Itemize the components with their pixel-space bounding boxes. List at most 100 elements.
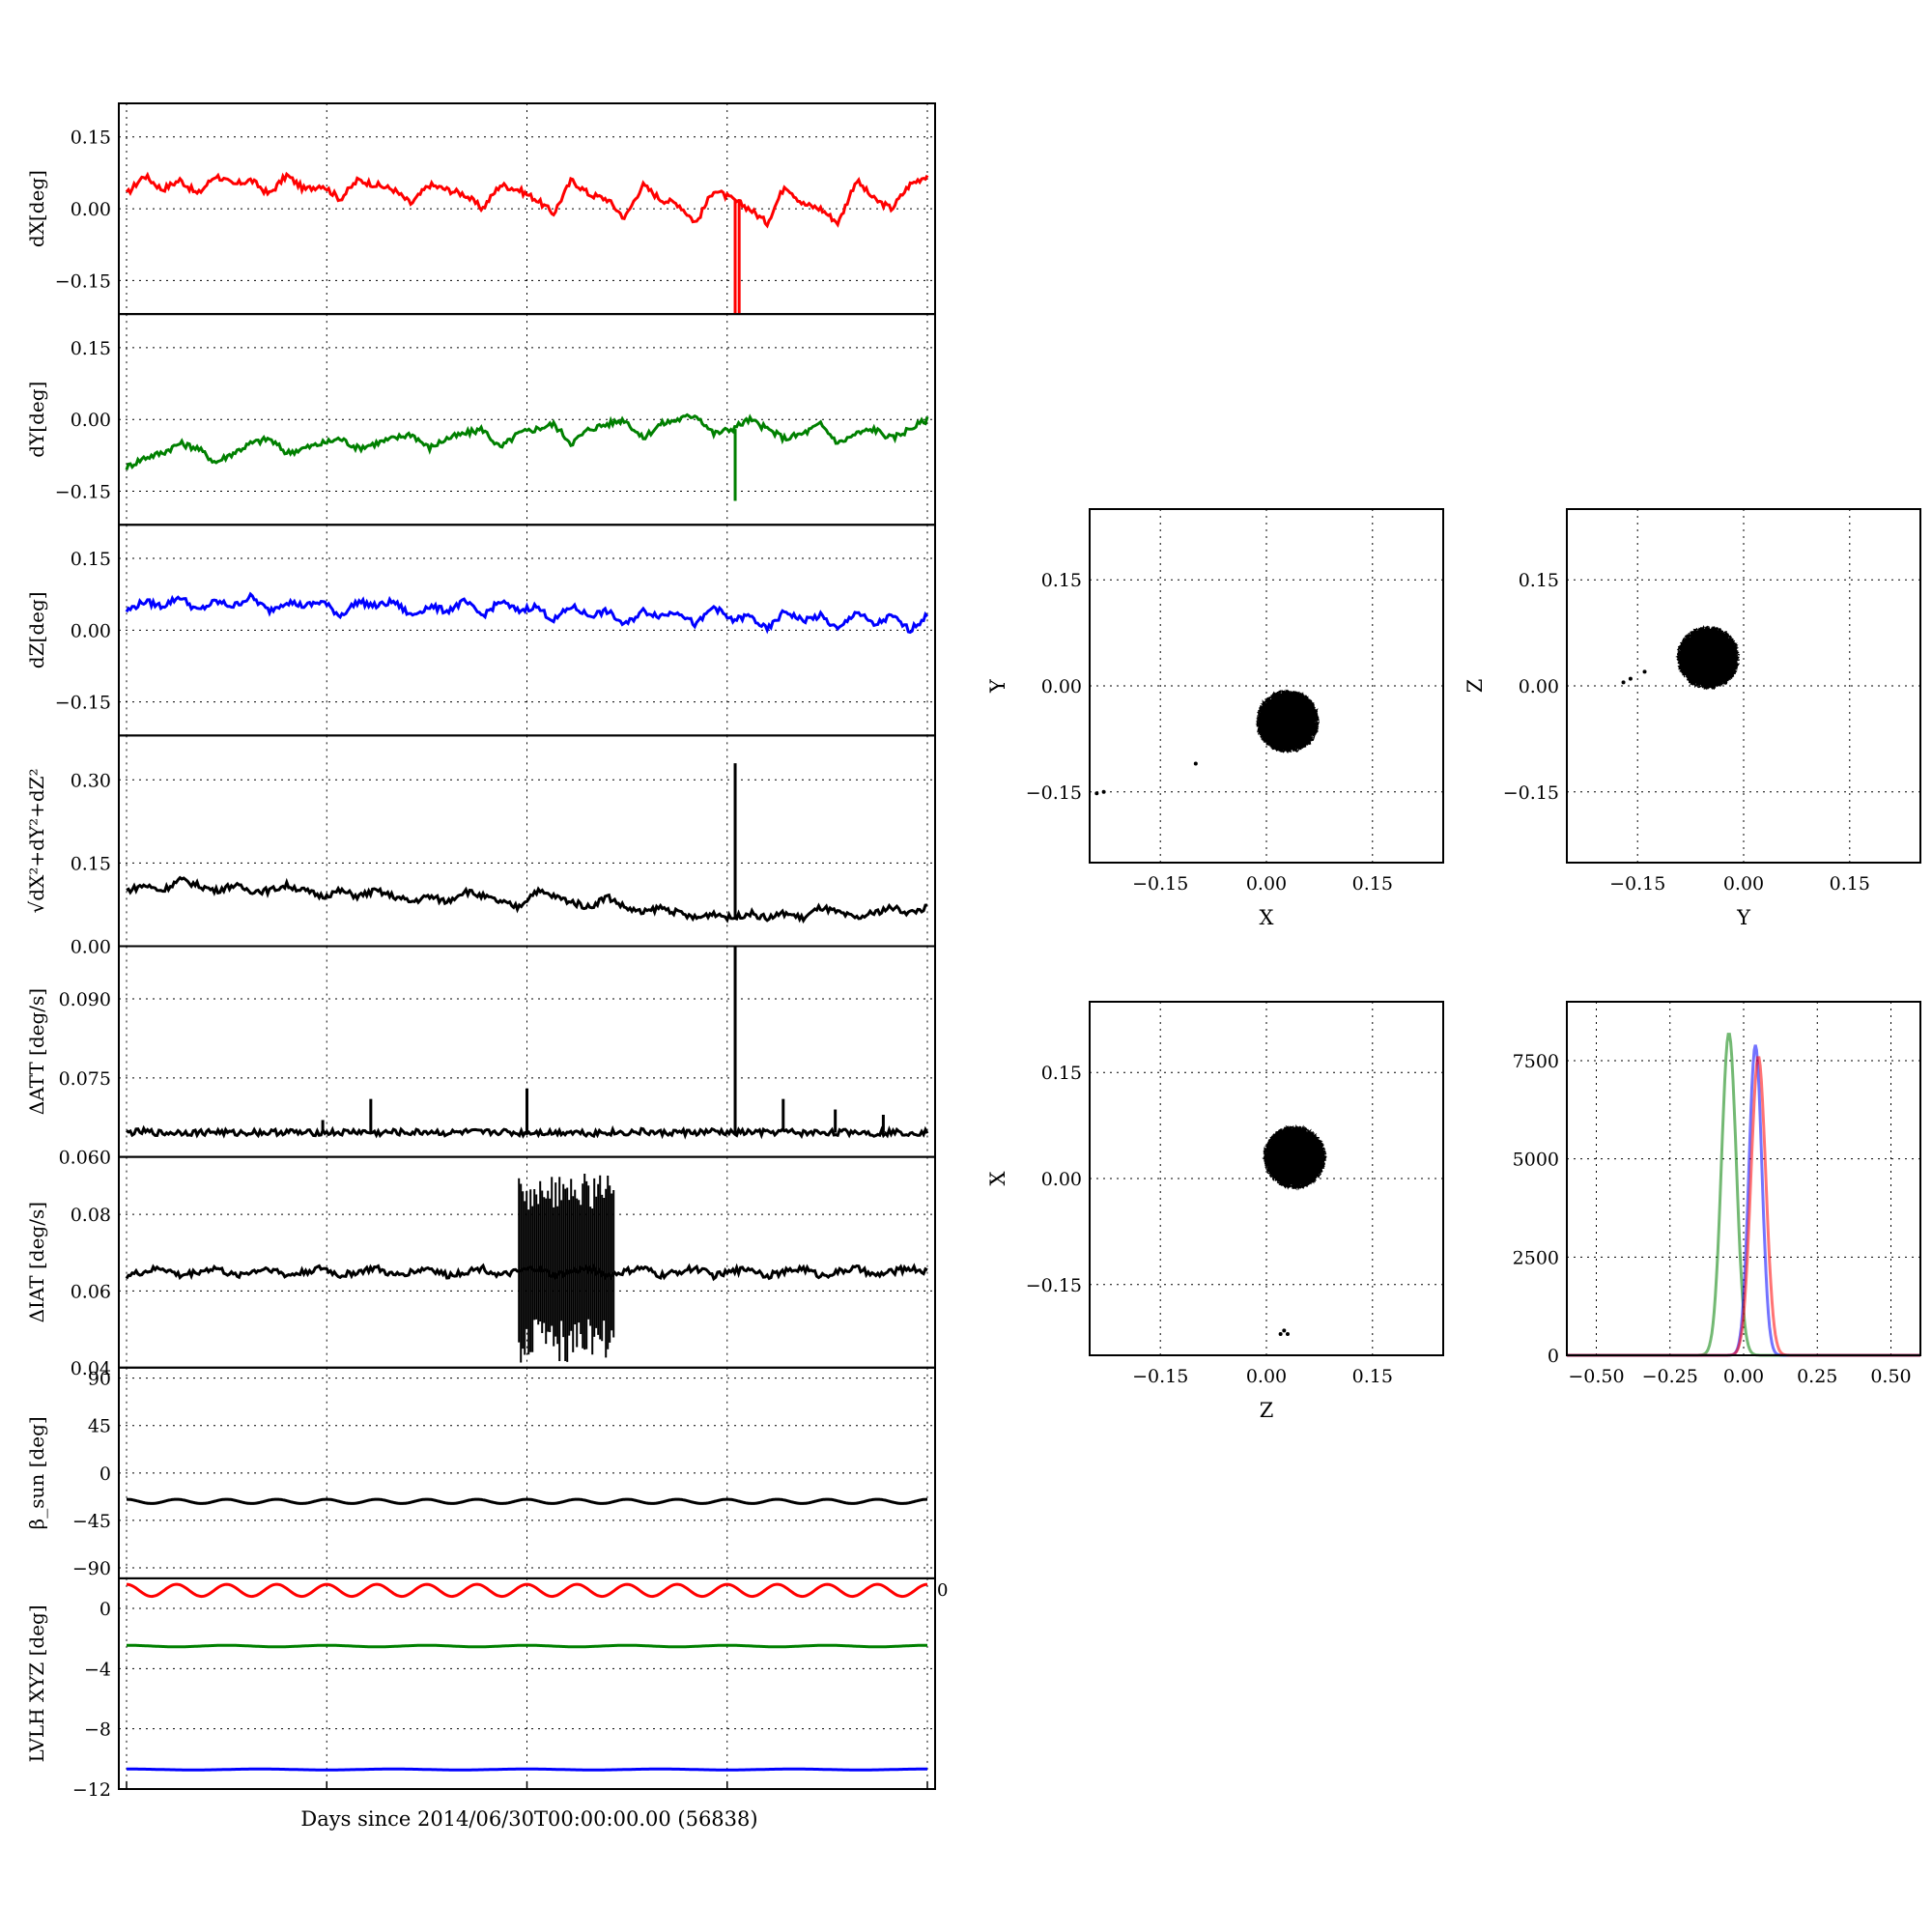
- series-line: [127, 1767, 927, 1772]
- y-tick-label: −4: [84, 1659, 111, 1680]
- panel-xy: −0.15 0.00 0.15 0.15 0.00 −0.15 X Y: [986, 508, 1444, 929]
- panel-frame: [118, 1577, 936, 1790]
- y-tick-label: −0.15: [1026, 1275, 1082, 1296]
- y-tick-label: 90: [88, 1369, 111, 1390]
- x-tick-label: 0.15: [1352, 873, 1393, 895]
- y-tick-label: 0.15: [71, 338, 111, 359]
- scatter-cluster: [1262, 1123, 1328, 1191]
- y-tick-label: 0.15: [1041, 1063, 1082, 1084]
- y-axis-label: X: [986, 1171, 1009, 1185]
- scatter-outlier: [1642, 669, 1647, 674]
- series-line: [126, 1582, 928, 1599]
- y-tick-label: −0.15: [1503, 782, 1559, 804]
- x-tick-label: −0.15: [1132, 1366, 1188, 1387]
- x-axis-label: Y: [1736, 906, 1751, 929]
- y-tick-label: 0: [99, 1599, 111, 1620]
- panels: 0.15 0.00 −0.15 dX[deg] 0.15 0.00 −0.15 dY[deg]…: [25, 102, 1921, 1801]
- y-axis-label: ΔIAT [deg/s]: [25, 1202, 48, 1322]
- y-tick-label: 0.15: [1519, 570, 1559, 591]
- panel-frame: [1089, 508, 1444, 864]
- panel-frame: [1566, 508, 1921, 864]
- y-tick-label: 0.00: [71, 199, 111, 220]
- y-tick-label: 0.15: [71, 549, 111, 570]
- x-tick-label: 0.25: [1797, 1366, 1837, 1387]
- x-tick-label: −0.15: [1609, 873, 1665, 895]
- y-tick-label: −45: [72, 1511, 111, 1532]
- scatter-outlier: [1628, 676, 1633, 681]
- y-axis-label: ΔATT [deg/s]: [25, 988, 48, 1115]
- series-line: [125, 171, 929, 229]
- series-line: [126, 1124, 929, 1140]
- shared-x-axis-label: Days since 2014/06/30T00:00:00.00 (56838…: [300, 1807, 757, 1831]
- y-tick-label: 0.00: [71, 937, 111, 958]
- x-tick-label: −0.25: [1642, 1366, 1698, 1387]
- y-axis-label: dZ[deg]: [25, 591, 48, 668]
- y-axis-label: Y: [986, 678, 1009, 694]
- y-tick-label: 45: [88, 1416, 111, 1437]
- y-tick-label: 0.060: [59, 1148, 111, 1169]
- y-tick-label: 0.00: [71, 410, 111, 431]
- panel-dz: 0.15 0.00 −0.15 dZ[deg]: [25, 524, 936, 737]
- series-line: [126, 875, 928, 924]
- panel-dy: 0.15 0.00 −0.15 dY[deg]: [25, 313, 936, 526]
- y-axis-label: LVLH XYZ [deg]: [25, 1605, 48, 1762]
- scatter-outlier: [1101, 789, 1106, 794]
- y-tick-label: −12: [72, 1779, 111, 1801]
- y-tick-label: 0.075: [59, 1068, 111, 1090]
- y-tick-label: 0.15: [71, 128, 111, 149]
- panel-dx: 0.15 0.00 −0.15 dX[deg]: [25, 102, 936, 316]
- y-tick-label: 5000: [1513, 1150, 1559, 1171]
- scatter-outlier: [1278, 1332, 1283, 1337]
- y-tick-label: −0.15: [1026, 782, 1082, 804]
- y-tick-label: −90: [72, 1558, 111, 1579]
- scatter-outlier: [1285, 1332, 1290, 1337]
- x-tick-label: 0.15: [1830, 873, 1870, 895]
- panel-yz: −0.15 0.00 0.15 0.15 0.00 −0.15 Y Z: [1463, 508, 1921, 929]
- x-tick-label: −0.50: [1568, 1366, 1624, 1387]
- x-axis-label: Z: [1260, 1399, 1274, 1422]
- y-tick-label: 7500: [1513, 1051, 1559, 1072]
- panel-beta: 90 45 0 −45 −90 β_sun [deg]: [25, 1366, 936, 1579]
- panel-mag: 0.30 0.15 0.00 √dX²+dY²+dZ²: [25, 734, 936, 958]
- y-tick-label: 0.30: [71, 770, 111, 791]
- y-tick-label: 0: [1548, 1346, 1559, 1367]
- y-tick-label: 0.00: [1041, 1169, 1082, 1190]
- y-axis-label: Z: [1463, 679, 1487, 694]
- y-tick-label: 0.00: [1041, 676, 1082, 697]
- y-tick-label: 0.15: [71, 853, 111, 874]
- series-line: [127, 1497, 927, 1505]
- panel-hist: −0.50 −0.25 0.00 0.25 0.50 7500 5000 2500 0: [1513, 1001, 1921, 1387]
- y-tick-label: −8: [84, 1719, 111, 1741]
- panel-zx: −0.15 0.00 0.15 0.15 0.00 −0.15 Z X: [986, 1001, 1444, 1422]
- y-tick-label: −0.15: [55, 693, 111, 714]
- panel-frame: [118, 734, 936, 948]
- y-axis-label: √dX²+dY²+dZ²: [25, 768, 48, 913]
- panel-frame: [1089, 1001, 1444, 1356]
- scatter-cluster: [1255, 689, 1321, 753]
- series-line: [127, 1643, 927, 1649]
- y-tick-label: 0.15: [1041, 570, 1082, 591]
- x-tick-label: 0.50: [1870, 1366, 1911, 1387]
- edge-tick-label: 0: [937, 1580, 948, 1601]
- y-tick-label: −0.15: [55, 482, 111, 503]
- scatter-outlier: [1193, 761, 1198, 766]
- y-tick-label: 0: [99, 1463, 111, 1485]
- y-tick-label: 0.04: [71, 1358, 111, 1379]
- x-tick-label: 0.00: [1723, 873, 1764, 895]
- x-tick-label: 0.15: [1352, 1366, 1393, 1387]
- y-tick-label: 0.08: [71, 1205, 111, 1226]
- x-tick-label: 0.00: [1246, 873, 1287, 895]
- y-axis-label: β_sun [deg]: [25, 1416, 48, 1529]
- series-line: [125, 591, 929, 635]
- y-axis-label: dY[deg]: [25, 382, 48, 458]
- y-tick-label: 2500: [1513, 1247, 1559, 1268]
- scatter-outlier: [1282, 1328, 1287, 1333]
- panel-diat: 0.08 0.06 0.04 ΔIAT [deg/s]: [25, 1155, 936, 1379]
- scatter-outlier: [1094, 791, 1099, 796]
- x-axis-label: X: [1260, 906, 1274, 929]
- y-tick-label: 0.00: [1519, 676, 1559, 697]
- panel-lvlh: 0 −4 −8 −12 LVLH XYZ [deg] 0: [25, 1577, 948, 1801]
- scatter-outlier: [1621, 680, 1626, 685]
- panel-frame: [1566, 1001, 1921, 1356]
